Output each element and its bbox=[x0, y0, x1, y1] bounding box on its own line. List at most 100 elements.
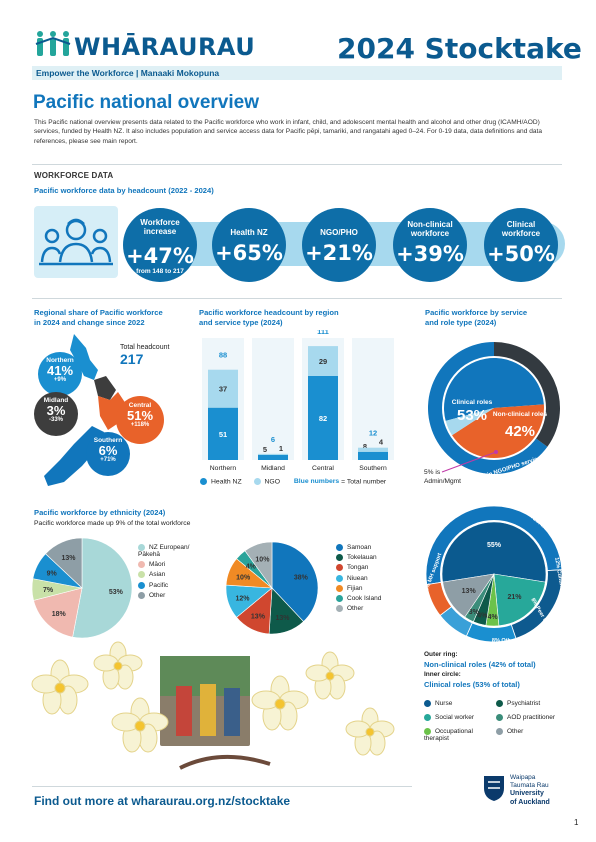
bar-value-label: 1 bbox=[279, 444, 283, 453]
legend-label: Other bbox=[507, 728, 524, 736]
region-pct: 41% bbox=[46, 363, 74, 378]
bar-segment-ngo bbox=[358, 447, 388, 452]
page-title: Pacific national overview bbox=[33, 92, 259, 113]
legend-label: Fijian bbox=[347, 585, 363, 593]
legend-swatch bbox=[138, 561, 145, 569]
bar-bg bbox=[352, 338, 394, 460]
region-change: +118% bbox=[130, 422, 150, 428]
ethnicity-title: Pacific workforce by ethnicity (2024) bbox=[34, 508, 166, 517]
brand-name: WHĀRAURAU bbox=[74, 33, 256, 61]
tagline-bar bbox=[32, 66, 562, 80]
inner-non-clinical bbox=[452, 404, 544, 458]
legend-label: Cook Island bbox=[347, 595, 382, 603]
northern-region bbox=[70, 334, 98, 380]
clinical-pct: 53% bbox=[457, 407, 487, 424]
uni-line2: Taumata Rau bbox=[510, 782, 549, 789]
inner-clinical bbox=[444, 357, 544, 421]
region-change: -33% bbox=[48, 417, 63, 423]
legend-swatch bbox=[336, 564, 343, 572]
pie-slice-other bbox=[45, 537, 83, 589]
legend-swatch bbox=[336, 605, 343, 613]
legend-label: Tongan bbox=[347, 564, 369, 572]
inner-admin bbox=[445, 408, 494, 436]
regional-title-line1: Regional share of Pacific workforce bbox=[34, 308, 163, 317]
service-role-title: Pacific workforce by service and role ty… bbox=[425, 308, 527, 327]
legend-swatch bbox=[424, 700, 431, 707]
legend-swatch bbox=[138, 544, 145, 551]
stat-label: Non-clinical workforce bbox=[407, 220, 453, 238]
legend-swatch bbox=[138, 591, 145, 599]
midland-region bbox=[94, 376, 116, 400]
legend-ngo: NGO bbox=[264, 478, 280, 486]
region-pct: 51% bbox=[126, 408, 154, 423]
region-name: Northern bbox=[46, 357, 74, 364]
legend-item: Pacific bbox=[138, 581, 208, 589]
inner-slice-label: 3% bbox=[469, 609, 480, 616]
legend-swatch bbox=[336, 574, 343, 582]
bar-segment-ngo bbox=[208, 369, 238, 408]
page-header-title: 2024 Stocktake bbox=[337, 32, 582, 65]
bar-bg bbox=[252, 338, 294, 460]
stat-label: NGO/PHO bbox=[320, 228, 358, 237]
brand-logo[interactable] bbox=[34, 30, 72, 63]
outer-ring-label: Outer ring: bbox=[424, 651, 458, 658]
legend-item: Other bbox=[336, 605, 406, 613]
legend-label: Tokelauan bbox=[347, 554, 377, 562]
inner-other bbox=[442, 573, 495, 618]
people-logo-icon bbox=[35, 31, 71, 56]
bar-total-label: 12 bbox=[369, 429, 377, 438]
university-crest-icon bbox=[484, 776, 504, 801]
roles-legend-item: Psychiatrist bbox=[496, 700, 566, 707]
stat-value: +21% bbox=[305, 241, 373, 265]
legend-item: Māori bbox=[138, 561, 208, 568]
stat-non-clinical: Non-clinical workforce +39% bbox=[393, 208, 467, 282]
roles-legend-item: Other bbox=[496, 728, 566, 735]
legend-label: Other bbox=[347, 605, 364, 613]
nonclinical-label: Non-clinical roles bbox=[493, 411, 548, 418]
outer-ring-title: Non-clinical roles (42% of total) bbox=[424, 660, 536, 669]
legend-note-rest: = Total number bbox=[339, 478, 387, 486]
pie-slice-label: 18% bbox=[52, 611, 67, 618]
inner-slice-label: 21% bbox=[508, 594, 523, 601]
service-role-title-line1: Pacific workforce by service bbox=[425, 308, 528, 317]
bar-value-label: 51 bbox=[219, 430, 227, 439]
inner-slice-label: 4% bbox=[488, 614, 499, 621]
ethnicity-pacific-legend: Samoan Tokelauan Tongan Niuean Fijian Cook Is… bbox=[336, 544, 406, 616]
bar-value-label: 82 bbox=[319, 414, 327, 423]
pie-slice-label: 13% bbox=[251, 614, 266, 621]
stat-note: from 148 to 217 bbox=[136, 268, 184, 275]
pie-slice-label: 38% bbox=[294, 575, 309, 582]
bar-segment-health-nz bbox=[358, 451, 388, 460]
pie-slice-label: 7% bbox=[43, 587, 54, 594]
pie-slice-label: 12% bbox=[236, 596, 251, 603]
inner-nurse bbox=[441, 521, 547, 583]
legend-swatch bbox=[336, 595, 343, 603]
workers-icon bbox=[39, 218, 113, 266]
stat-label: Clinical workforce bbox=[501, 220, 541, 238]
legend-swatch bbox=[336, 554, 343, 562]
pie-slice-label: 9% bbox=[47, 571, 58, 578]
legend-swatch bbox=[424, 714, 431, 721]
pie-slice-nz-european-p-keh bbox=[72, 537, 133, 639]
legend-swatch bbox=[138, 571, 145, 579]
footer-link[interactable]: Find out more at wharaurau.org.nz/stockt… bbox=[34, 794, 291, 808]
region-northern: Northern 41% +9% bbox=[38, 352, 82, 396]
bar-category-label: Southern bbox=[359, 465, 387, 470]
legend-swatch-ngo bbox=[253, 478, 261, 485]
page-number: 1 bbox=[574, 818, 579, 827]
outer-ring-label: 8% Other bbox=[492, 638, 517, 644]
bar-total-label: 6 bbox=[271, 435, 275, 444]
region-southern: Southern 6% +71% bbox=[86, 432, 130, 476]
inner-slice-label: 4% bbox=[477, 612, 488, 619]
legend-note-blue: Blue numbers bbox=[293, 478, 340, 486]
footer-divider bbox=[32, 786, 412, 787]
nonclinical-pct: 42% bbox=[505, 423, 535, 440]
headcount-title: Pacific workforce data by headcount (202… bbox=[34, 186, 214, 195]
inner-social-worker bbox=[493, 573, 546, 627]
section-divider bbox=[32, 298, 562, 299]
legend-swatch bbox=[496, 700, 503, 707]
roles-legend-item: Nurse bbox=[424, 700, 494, 707]
bar-segment-health-nz bbox=[208, 407, 238, 460]
ethnicity-pacific-pie: 38%13%13%12%10%4%10% bbox=[225, 541, 319, 635]
